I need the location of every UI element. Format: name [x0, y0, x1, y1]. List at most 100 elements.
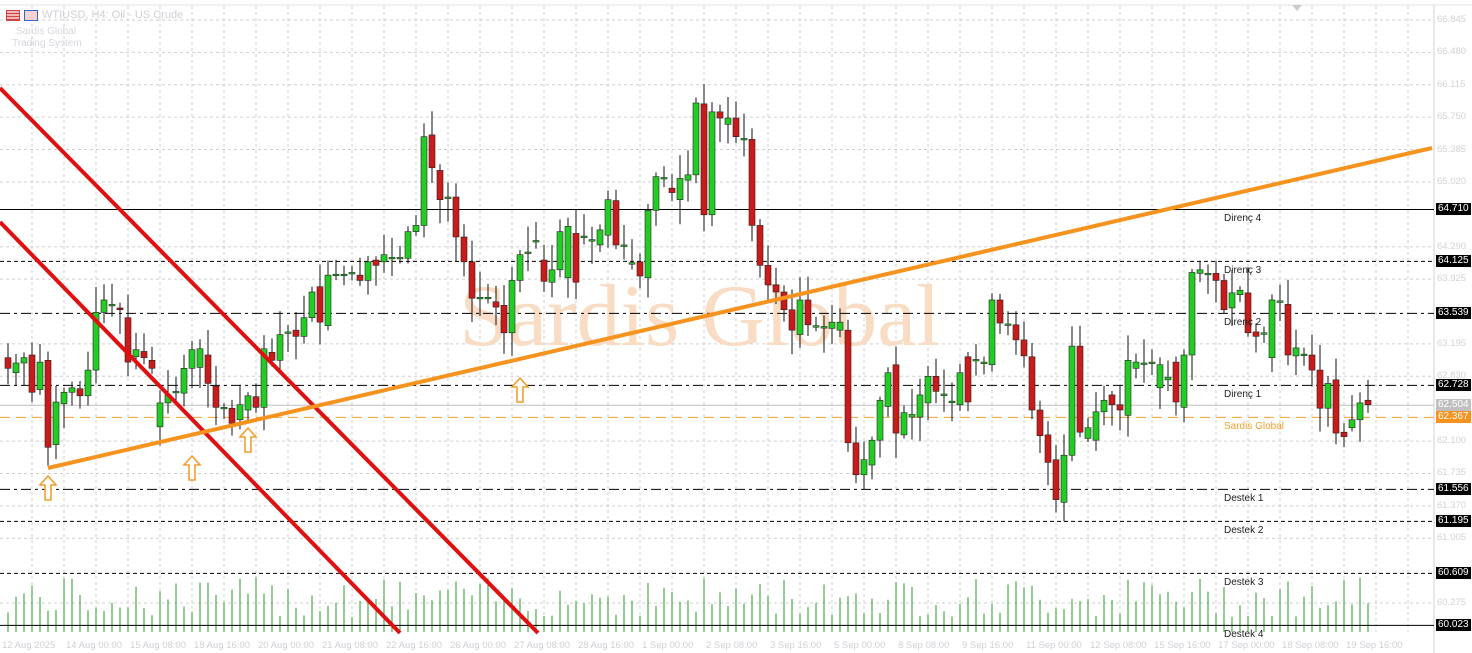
candle-bullish: [92, 312, 100, 371]
candle-bearish: [1108, 394, 1116, 405]
candle-bullish: [1068, 345, 1076, 456]
price-label: 66.115: [1437, 78, 1466, 90]
candle-bearish: [1076, 345, 1084, 433]
candle-bearish: [316, 286, 324, 323]
candle-bearish: [268, 352, 276, 361]
candle-bullish: [380, 254, 388, 263]
downtrend-line-lower[interactable]: [0, 220, 402, 635]
time-label: 20 Aug 00:00: [258, 640, 314, 651]
time-label: 19 Sep 16:00: [1346, 640, 1403, 651]
candle-bullish: [420, 136, 428, 226]
candle-bearish: [780, 291, 788, 311]
candle-bullish: [260, 348, 268, 408]
scroll-marker-icon[interactable]: [1292, 5, 1302, 11]
candle-bullish: [60, 391, 68, 405]
candle-bullish: [1180, 354, 1188, 408]
candle-bullish: [1268, 299, 1276, 358]
candle-bullish: [820, 326, 828, 329]
candle-bullish: [740, 138, 748, 141]
candle-bearish: [212, 385, 220, 408]
table-icon[interactable]: [6, 9, 20, 21]
candle-bullish: [828, 321, 836, 329]
level-price-badge: 64.125: [1436, 255, 1471, 268]
candle-bullish: [564, 226, 572, 279]
candle-bearish: [1284, 304, 1292, 356]
candle-bearish: [460, 236, 468, 263]
candle-bullish: [516, 254, 524, 281]
candle-bearish: [716, 111, 724, 119]
level-price-badge: 64.710: [1436, 203, 1471, 216]
time-label: 12 Sep 08:00: [1090, 640, 1147, 651]
candle-bearish: [772, 284, 780, 293]
candle-bullish: [484, 297, 492, 300]
candle-bullish: [588, 239, 596, 242]
candle-bullish: [476, 297, 484, 300]
downtrend-line-upper[interactable]: [0, 86, 540, 635]
candle-bearish: [252, 396, 260, 408]
candle-bullish: [796, 299, 804, 335]
candle-bullish: [1100, 399, 1108, 413]
buy-arrows: [38, 376, 530, 501]
level-name: Direnç 4: [1224, 213, 1262, 225]
candle-bullish: [1356, 402, 1364, 421]
candle-bullish: [236, 404, 244, 421]
candle-bullish: [604, 199, 612, 236]
candle-bearish: [1028, 356, 1036, 411]
time-label: 14 Aug 00:00: [66, 640, 122, 651]
chart-icon[interactable]: [24, 9, 38, 21]
candle-bearish: [1340, 431, 1348, 437]
candle-bullish: [244, 395, 252, 411]
candle-bullish: [68, 387, 76, 393]
candle-bearish: [1036, 409, 1044, 437]
candle-bullish: [1276, 300, 1284, 303]
candle-bearish: [756, 225, 764, 266]
candle-bearish: [1252, 331, 1260, 337]
level-name: Destek 3: [1224, 577, 1264, 589]
time-label: 12 Aug 2025: [2, 640, 56, 651]
candle-bearish: [28, 354, 36, 393]
level-price-badge: 60.023: [1436, 619, 1471, 632]
candle-bullish: [1300, 353, 1308, 356]
time-label: 21 Aug 08:00: [322, 640, 378, 651]
candle-bearish: [492, 301, 500, 308]
candle-bullish: [276, 334, 284, 361]
candle-bullish: [692, 102, 700, 176]
candle-bearish: [204, 354, 212, 384]
candle-bearish: [228, 407, 236, 424]
level-price-badge: 61.195: [1436, 515, 1471, 528]
price-label: 65.385: [1437, 143, 1467, 155]
candle-bullish: [972, 359, 980, 362]
candle-bullish: [860, 459, 868, 476]
uptrend-support-line[interactable]: [47, 146, 1433, 470]
candle-bullish: [284, 331, 292, 334]
candle-bearish: [1332, 379, 1340, 434]
candle-bullish: [1164, 376, 1172, 381]
price-label: 64.290: [1437, 240, 1467, 252]
candle-bullish: [548, 269, 556, 283]
candle-bullish: [340, 273, 348, 277]
level-name: Direnç 3: [1224, 265, 1262, 277]
candle-bearish: [1116, 404, 1124, 411]
candle-bullish: [652, 176, 660, 211]
candle-bearish: [428, 134, 436, 169]
up-arrow-icon: [238, 426, 258, 453]
candle-bullish: [180, 368, 188, 394]
candle-bullish: [1188, 272, 1196, 356]
price-label: 61.370: [1437, 499, 1467, 511]
subtitle-line2: Trading System: [12, 38, 82, 49]
candle-bearish: [892, 364, 900, 434]
candle-bullish: [908, 414, 916, 418]
candle-bullish: [676, 178, 684, 200]
candle-bullish: [364, 261, 372, 281]
candles: [4, 84, 1372, 522]
candle-bearish: [1308, 354, 1316, 371]
candle-bullish: [1060, 454, 1068, 503]
candle-bullish: [1004, 323, 1012, 326]
price-label: 65.020: [1437, 175, 1467, 187]
time-label: 9 Sep 16:00: [962, 640, 1014, 651]
time-label: 28 Aug 16:00: [578, 640, 634, 651]
candle-bullish: [948, 400, 956, 403]
candle-bullish: [596, 229, 604, 246]
level-name: Sardis Global: [1224, 421, 1285, 433]
